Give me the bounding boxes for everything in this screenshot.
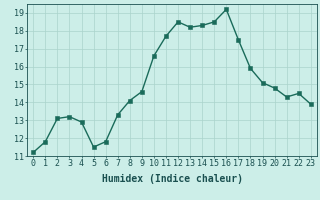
X-axis label: Humidex (Indice chaleur): Humidex (Indice chaleur) [101, 174, 243, 184]
